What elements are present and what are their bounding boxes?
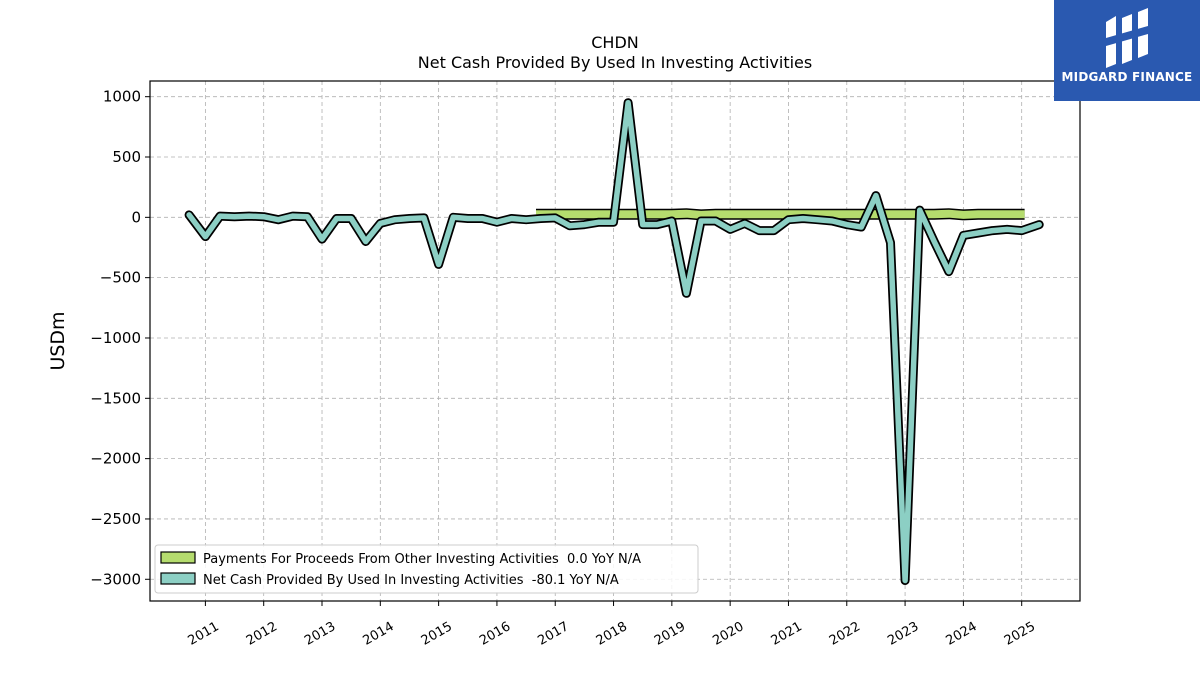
x-axis: 2011 2012 2013 2014 2015 2016 2017 2018 2019 2020…	[186, 601, 1038, 649]
chart-subtitle: Net Cash Provided By Used In Investing A…	[418, 53, 812, 72]
legend-label-net-cash-investing: Net Cash Provided By Used In Investing A…	[203, 573, 619, 588]
y-tick-label: −3000	[90, 570, 141, 588]
x-tick-label: 2016	[477, 619, 513, 649]
y-tick-label: −2500	[90, 510, 141, 528]
legend-swatch-net-cash-investing	[160, 572, 196, 585]
legend-swatch-other-investing	[160, 551, 196, 564]
y-tick-label: 0	[131, 208, 141, 226]
series-outline-net-cash-investing	[184, 98, 1044, 585]
y-tick-label: 500	[112, 148, 141, 166]
x-tick-label: 2011	[186, 619, 222, 649]
x-tick-label: 2017	[535, 619, 571, 649]
chart-title: CHDN	[591, 33, 639, 52]
legend: Payments For Proceeds From Other Investi…	[154, 544, 699, 594]
x-tick-label: 2020	[710, 619, 746, 649]
x-tick-label: 2022	[827, 619, 863, 649]
y-axis: 1000 500 0 −500 −1000 −1500 −2000 −2500 −3000	[90, 88, 150, 588]
x-tick-label: 2025	[1002, 619, 1038, 649]
y-tick-label: −1000	[90, 329, 141, 347]
x-tick-label: 2024	[944, 619, 980, 649]
series-line-net-cash-investing	[186, 99, 1042, 584]
x-tick-label: 2013	[302, 619, 338, 649]
legend-label-other-investing: Payments For Proceeds From Other Investi…	[203, 552, 641, 567]
x-tick-label: 2019	[652, 619, 688, 649]
x-tick-label: 2015	[419, 619, 455, 649]
series-layer	[184, 98, 1044, 585]
series-line-other-investing	[536, 209, 1025, 219]
series-1	[184, 98, 1044, 585]
logo-mark-icon	[1106, 8, 1148, 68]
y-tick-label: −500	[100, 269, 141, 287]
y-tick-label: 1000	[103, 88, 141, 106]
x-tick-label: 2014	[360, 619, 396, 649]
x-tick-label: 2018	[594, 619, 630, 649]
plot-frame	[149, 80, 1081, 602]
y-axis-label: USDm	[47, 311, 69, 370]
series-0	[536, 208, 1025, 221]
x-tick-label: 2012	[244, 619, 280, 649]
midgard-finance-logo: MIDGARD FINANCE	[1054, 0, 1200, 101]
y-tick-label: −1500	[90, 389, 141, 407]
y-tick-label: −2000	[90, 450, 141, 468]
legend-box	[154, 544, 699, 594]
x-tick-label: 2021	[769, 619, 805, 649]
grid-layer	[150, 81, 1080, 601]
logo-text: MIDGARD FINANCE	[1061, 70, 1193, 84]
x-tick-label: 2023	[885, 619, 921, 649]
